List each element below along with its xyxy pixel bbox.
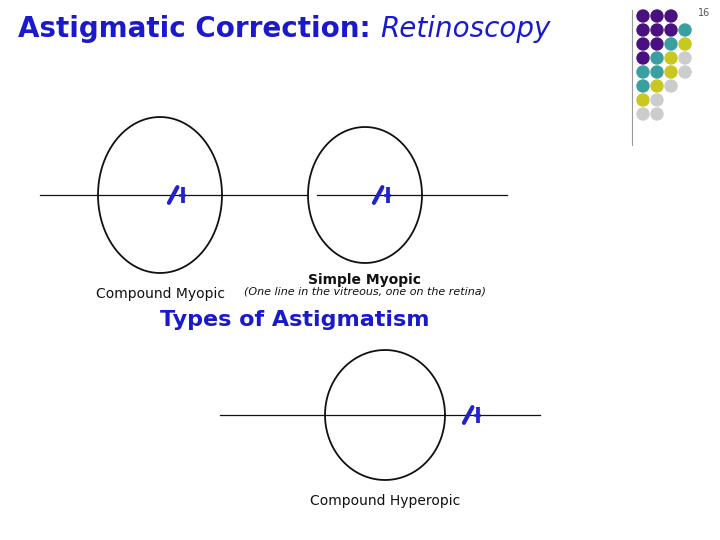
Text: 16: 16: [698, 8, 710, 18]
Circle shape: [651, 38, 663, 50]
Circle shape: [665, 10, 677, 22]
Circle shape: [637, 24, 649, 36]
Circle shape: [665, 80, 677, 92]
Text: Compound Hyperopic: Compound Hyperopic: [310, 494, 460, 508]
Circle shape: [665, 38, 677, 50]
Circle shape: [679, 52, 691, 64]
Circle shape: [679, 38, 691, 50]
Text: Astigmatic Correction:: Astigmatic Correction:: [18, 15, 380, 43]
Text: Simple Myopic: Simple Myopic: [308, 273, 421, 287]
Text: Retinoscopy: Retinoscopy: [380, 15, 551, 43]
Circle shape: [651, 94, 663, 106]
Circle shape: [651, 66, 663, 78]
Circle shape: [637, 80, 649, 92]
Circle shape: [637, 52, 649, 64]
Circle shape: [637, 94, 649, 106]
Circle shape: [637, 66, 649, 78]
Circle shape: [651, 52, 663, 64]
Circle shape: [651, 108, 663, 120]
Circle shape: [651, 10, 663, 22]
Circle shape: [637, 38, 649, 50]
Circle shape: [665, 24, 677, 36]
Circle shape: [637, 108, 649, 120]
Circle shape: [637, 10, 649, 22]
Text: Types of Astigmatism: Types of Astigmatism: [161, 310, 430, 330]
Circle shape: [651, 80, 663, 92]
Circle shape: [665, 52, 677, 64]
Circle shape: [651, 24, 663, 36]
Text: Compound Myopic: Compound Myopic: [96, 287, 225, 301]
Circle shape: [679, 24, 691, 36]
Text: (One line in the vitreous, one on the retina): (One line in the vitreous, one on the re…: [244, 287, 486, 297]
Circle shape: [665, 66, 677, 78]
Circle shape: [679, 66, 691, 78]
